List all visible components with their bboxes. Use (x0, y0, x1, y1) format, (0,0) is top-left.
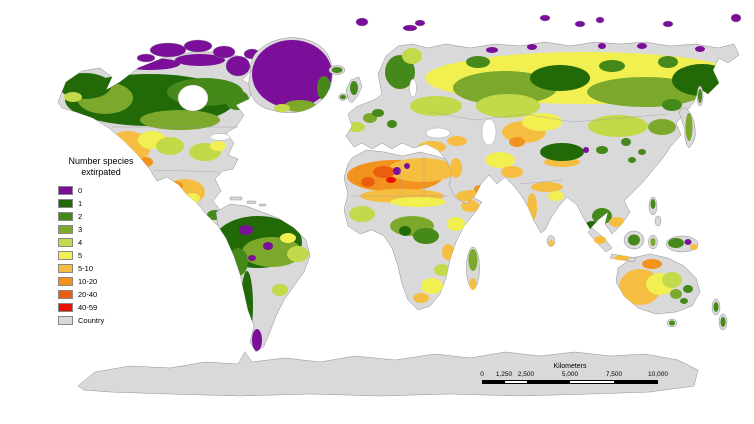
legend-swatch (58, 250, 73, 260)
legend-label: 5-10 (78, 263, 94, 273)
legend-item-40-59: 40-59 (58, 301, 144, 314)
legend-swatch (58, 185, 73, 195)
legend-label: 2 (78, 211, 83, 221)
legend-swatch (58, 302, 73, 312)
legend-item-1: 1 (58, 197, 144, 210)
scale-bar-segments (482, 380, 658, 384)
legend-label: 1 (78, 198, 83, 208)
scale-segment (570, 381, 614, 383)
legend-label: 20-40 (78, 289, 98, 299)
legend-items: 0 1 2 3 4 5 5-10 10-20 20-40 40-59 Country (58, 184, 144, 327)
continent-africa (343, 149, 483, 311)
legend-label: Country (78, 315, 105, 325)
scale-tick: 5,000 (561, 371, 579, 378)
scale-segment (613, 381, 657, 383)
scale-tick: 10,000 (648, 371, 668, 378)
legend-item-4: 4 (58, 236, 144, 249)
scale-tick: 2,500 (517, 371, 535, 378)
inland-water (177, 78, 497, 146)
legend-label: 3 (78, 224, 83, 234)
scale-tick: 7,500 (605, 371, 623, 378)
legend-item-20-40: 20-40 (58, 288, 144, 301)
greenland-species-patches (252, 40, 332, 112)
legend-label: 40-59 (78, 302, 98, 312)
legend-swatch (58, 276, 73, 286)
scale-segment (504, 381, 527, 383)
legend-swatch (58, 198, 73, 208)
greenland (248, 37, 333, 114)
legend-swatch (58, 224, 73, 234)
eurasia-species-patches (347, 43, 739, 231)
legend-swatch (58, 289, 73, 299)
scale-segment (483, 381, 505, 383)
africa-species-patches (347, 158, 479, 303)
legend-label: 5 (78, 250, 83, 260)
continent-australia (615, 253, 701, 315)
continent-eurasia (345, 41, 740, 235)
arctic-archipelago (136, 39, 261, 77)
scale-segment (526, 381, 570, 383)
legend-item-5-10: 5-10 (58, 262, 144, 275)
legend-swatch (58, 211, 73, 221)
legend-swatch (58, 315, 73, 325)
legend-swatch (58, 237, 73, 247)
scale-bar: Kilometers 0 1,250 2,500 5,000 7,500 10,000 (480, 363, 668, 384)
legend-item-country: Country (58, 314, 144, 327)
legend-label: 0 (78, 185, 83, 195)
legend-item-0: 0 (58, 184, 144, 197)
scale-tick: 1,250 (495, 371, 513, 378)
islands (229, 65, 728, 331)
legend-label: 10-20 (78, 276, 98, 286)
legend-item-5: 5 (58, 249, 144, 262)
legend-item-3: 3 (58, 223, 144, 236)
arctic-islands (355, 13, 742, 32)
scale-unit-label: Kilometers (553, 363, 587, 370)
country-borders (112, 111, 669, 197)
scale-tick-labels: 0 1,250 2,500 5,000 7,500 10,000 (480, 371, 668, 380)
map-legend: Number species extirpated 0 1 2 3 4 5 5-10 10-2… (58, 156, 144, 327)
legend-title: Number species extirpated (68, 156, 134, 177)
scale-tick: 0 (480, 371, 484, 378)
legend-swatch (58, 263, 73, 273)
legend-item-10-20: 10-20 (58, 275, 144, 288)
legend-label: 4 (78, 237, 83, 247)
legend-item-2: 2 (58, 210, 144, 223)
continent-south-america (215, 203, 311, 353)
